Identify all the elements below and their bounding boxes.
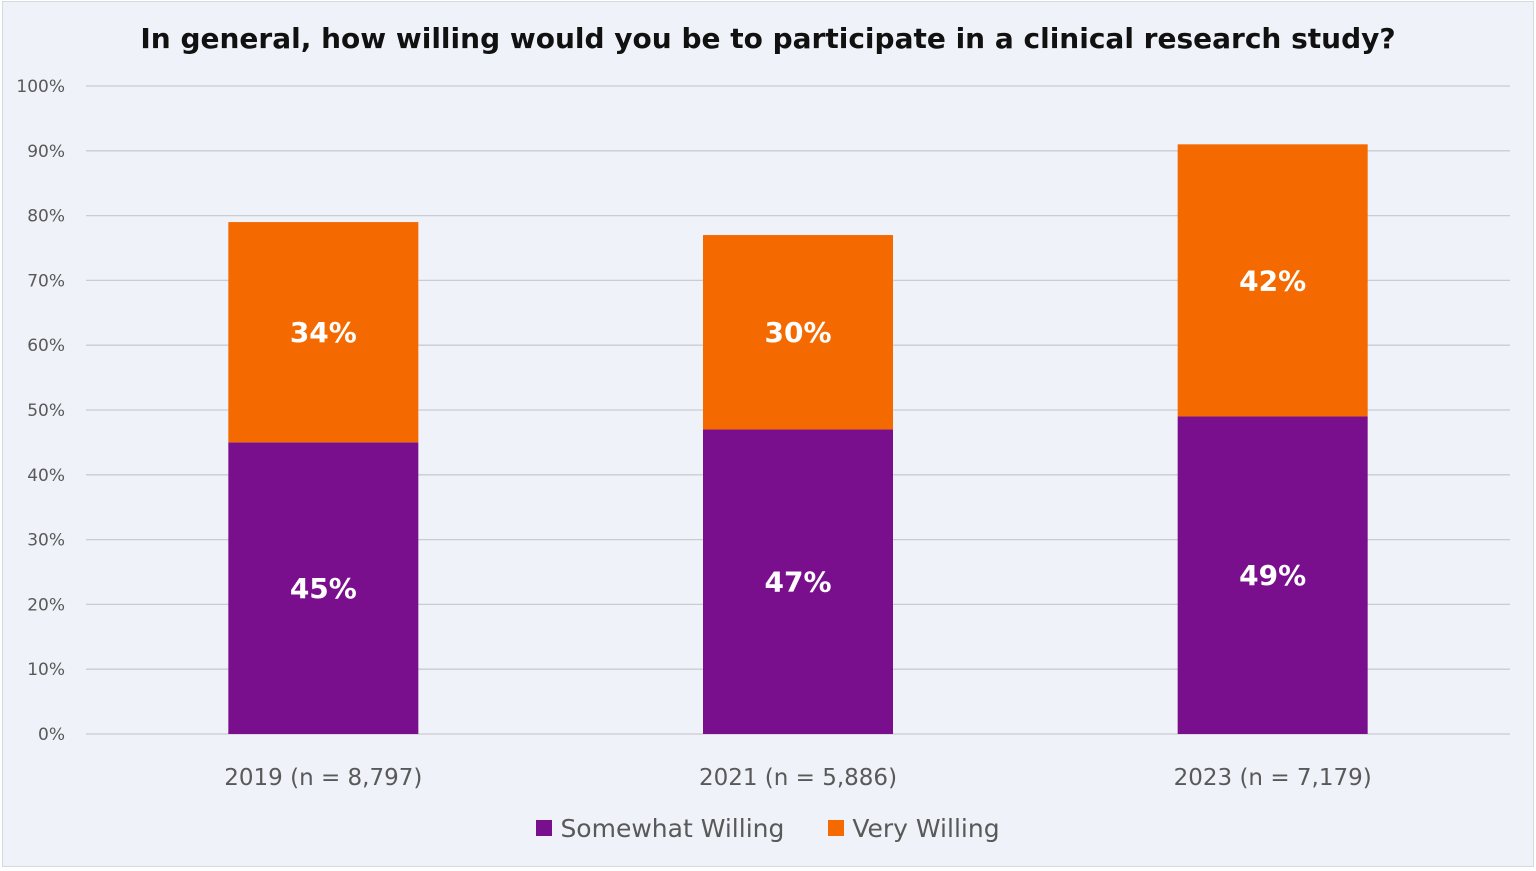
y-tick-label: 60%	[27, 336, 65, 356]
bar-segment	[228, 222, 419, 443]
data-label: 45%	[290, 572, 357, 605]
data-label: 49%	[1239, 559, 1306, 592]
plot-area: 0% 10% 20% 30% 40% 50% 60% 70% 80% 90% 100% 45% 34% 2…	[16, 77, 1510, 791]
legend-item-very: Very Willing	[828, 814, 1000, 843]
y-tick-label: 20%	[27, 595, 65, 615]
y-tick-label: 50%	[27, 401, 65, 421]
legend: Somewhat Willing Very Willing	[3, 814, 1533, 843]
chart-title: In general, how willing would you be to …	[140, 22, 1396, 55]
legend-swatch	[828, 820, 845, 836]
bar-segment	[228, 442, 419, 734]
y-tick-label: 40%	[27, 466, 65, 486]
y-tick-label: 10%	[27, 660, 65, 680]
legend-label: Very Willing	[852, 814, 1000, 843]
legend-swatch	[536, 820, 553, 836]
data-label: 30%	[764, 316, 831, 349]
data-label: 34%	[290, 316, 357, 349]
y-tick-label: 0%	[38, 725, 65, 745]
legend-label: Somewhat Willing	[560, 814, 785, 843]
bar-segment	[1177, 416, 1368, 734]
bar-segment	[703, 235, 893, 430]
legend-item-somewhat: Somewhat Willing	[536, 814, 784, 843]
x-category-label: 2023 (n = 7,179)	[1174, 765, 1372, 791]
y-tick-label: 80%	[27, 207, 65, 227]
x-category-label: 2019 (n = 8,797)	[224, 765, 422, 791]
data-label: 42%	[1239, 264, 1306, 297]
data-label: 47%	[764, 566, 831, 599]
y-tick-label: 70%	[27, 271, 65, 291]
y-tick-label: 90%	[27, 142, 65, 162]
bar-segment	[1177, 144, 1368, 417]
bar-segment	[703, 429, 893, 734]
y-tick-label: 100%	[16, 77, 65, 97]
x-category-label: 2021 (n = 5,886)	[699, 765, 897, 791]
y-tick-label: 30%	[27, 531, 65, 551]
